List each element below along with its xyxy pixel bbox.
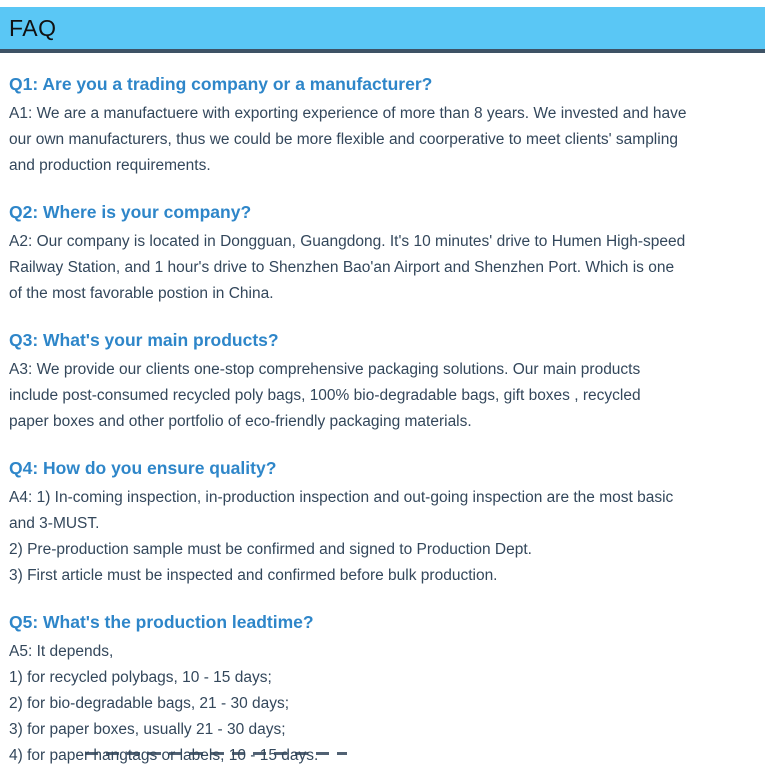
faq-answer-line: 1) for recycled polybags, 10 - 15 days;	[9, 669, 272, 686]
faq-answer-line: 3) for paper boxes, usually 21 - 30 days…	[9, 721, 286, 738]
faq-question: Q2: Where is your company?	[9, 202, 252, 222]
faq-answer: A3: We provide our clients one-stop comp…	[9, 357, 755, 435]
faq-answer-line: A5: It depends,	[9, 643, 114, 660]
faq-answer-line: our own manufacturers, thus we could be …	[9, 131, 678, 148]
faq-answer-line: and 3-MUST.	[9, 515, 100, 532]
faq-answer-line: 2) for bio-degradable bags, 21 - 30 days…	[9, 695, 290, 712]
faq-answer-line: 4) for paper hangtags or labels, 10 - 15…	[9, 747, 319, 764]
faq-answer-line: A3: We provide our clients one-stop comp…	[9, 361, 641, 378]
faq-answer: A4: 1) In-coming inspection, in-producti…	[9, 485, 755, 589]
faq-question: Q5: What's the production leadtime?	[9, 612, 314, 632]
faq-question: Q1: Are you a trading company or a manuf…	[9, 74, 433, 94]
faq-answer-line: A4: 1) In-coming inspection, in-producti…	[9, 489, 674, 506]
faq-question: Q3: What's your main products?	[9, 330, 279, 350]
faq-answer-line: 3) First article must be inspected and c…	[9, 567, 498, 584]
faq-question: Q4: How do you ensure quality?	[9, 458, 277, 478]
faq-answer-line: paper boxes and other portfolio of eco-f…	[9, 413, 472, 430]
faq-section: Q5: What's the production leadtime? A5: …	[9, 612, 755, 769]
cutoff-next-line	[85, 752, 347, 755]
faq-answer-line: A1: We are a manufactuere with exporting…	[9, 105, 687, 122]
faq-answer-line: of the most favorable postion in China.	[9, 285, 274, 302]
faq-section: Q1: Are you a trading company or a manuf…	[9, 74, 755, 179]
faq-answer: A2: Our company is located in Dongguan, …	[9, 229, 755, 307]
faq-section: Q4: How do you ensure quality? A4: 1) In…	[9, 458, 755, 589]
faq-answer-line: Railway Station, and 1 hour's drive to S…	[9, 259, 675, 276]
faq-title: FAQ	[9, 14, 57, 41]
faq-header: FAQ	[0, 7, 765, 53]
faq-content: Q1: Are you a trading company or a manuf…	[0, 74, 765, 769]
faq-answer-line: include post-consumed recycled poly bags…	[9, 387, 641, 404]
faq-answer-line: and production requirements.	[9, 157, 211, 174]
faq-answer-line: 2) Pre-production sample must be confirm…	[9, 541, 532, 558]
faq-answer: A5: It depends, 1) for recycled polybags,…	[9, 639, 755, 769]
faq-section: Q2: Where is your company? A2: Our compa…	[9, 202, 755, 307]
faq-answer: A1: We are a manufactuere with exporting…	[9, 101, 755, 179]
faq-section: Q3: What's your main products? A3: We pr…	[9, 330, 755, 435]
faq-answer-line: A2: Our company is located in Dongguan, …	[9, 233, 686, 250]
